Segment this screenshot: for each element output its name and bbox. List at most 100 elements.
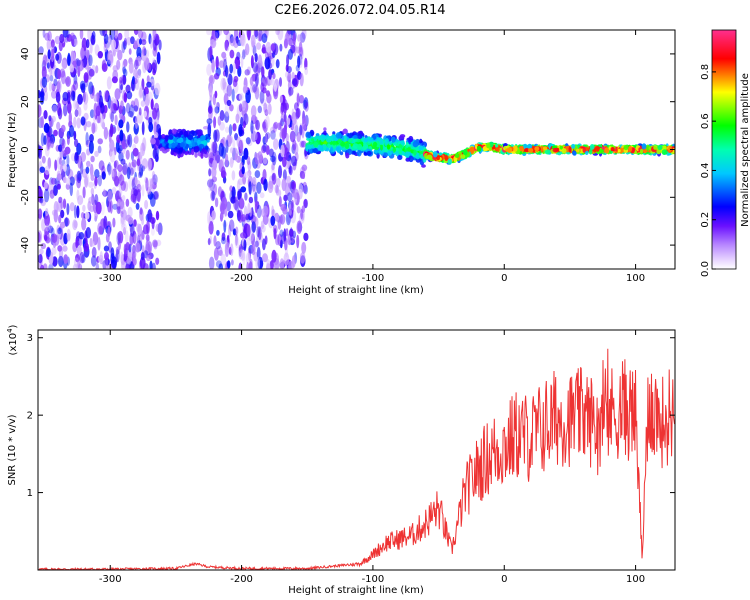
- spectrogram-cell: [43, 135, 47, 146]
- spectrogram-cell: [209, 45, 213, 59]
- spectrogram-cell: [155, 257, 160, 265]
- spectrogram-xtick-label: 0: [501, 273, 507, 284]
- spectrogram-cell: [219, 121, 225, 131]
- spectrogram-cell: [103, 90, 109, 102]
- spectrogram-cell: [62, 198, 67, 210]
- spectrogram-cell: [347, 138, 353, 143]
- spectrogram-cell: [67, 169, 74, 180]
- spectrogram-cell: [229, 34, 234, 44]
- spectrogram-cell: [153, 240, 158, 250]
- spectrogram-cell: [254, 153, 261, 165]
- spectrogram-cell: [190, 148, 195, 156]
- spectrogram-cell: [273, 228, 277, 240]
- spectrogram-cell: [278, 189, 282, 197]
- spectrogram-cell: [86, 160, 91, 167]
- spectrogram-cell: [135, 202, 140, 210]
- spectrogram-cell: [143, 110, 147, 118]
- spectrogram-cell: [231, 170, 236, 181]
- spectrogram-cell: [254, 30, 258, 39]
- spectrogram-cell: [103, 33, 109, 44]
- spectrogram-cell: [559, 145, 564, 150]
- spectrogram-cell: [221, 232, 226, 241]
- spectrogram-cell: [224, 111, 230, 123]
- spectrogram-cell: [81, 217, 87, 231]
- spectrogram-cell: [231, 259, 234, 266]
- spectrogram-cell: [264, 133, 268, 144]
- spectrogram-cell: [271, 249, 277, 263]
- spectrogram-cell: [79, 30, 84, 40]
- spectrogram-cell: [121, 223, 127, 232]
- spectrogram-cell: [274, 212, 280, 222]
- spectrogram-cell: [63, 254, 69, 265]
- spectrogram-cell: [610, 147, 615, 152]
- spectrogram-cell: [254, 196, 258, 207]
- spectrogram-cell: [66, 30, 70, 39]
- spectrogram-cell: [241, 166, 245, 175]
- spectrogram-cell: [88, 140, 94, 154]
- spectrogram-cell: [95, 105, 101, 117]
- spectrogram-cell: [155, 223, 160, 232]
- spectrogram-cell: [447, 158, 452, 165]
- spectrogram-cell: [104, 252, 109, 261]
- spectrogram-cell: [60, 142, 65, 153]
- spectrogram-cell: [153, 190, 159, 200]
- spectrogram-cell: [247, 30, 251, 41]
- spectrogram-cell: [125, 198, 130, 207]
- spectrogram-cell: [120, 100, 124, 110]
- spectrogram-cell: [141, 215, 145, 226]
- spectrogram-cell: [38, 208, 43, 219]
- spectrogram-cell: [561, 148, 567, 154]
- spectrogram-cell: [38, 254, 43, 264]
- spectrogram-cell: [251, 221, 256, 234]
- spectrogram-cell: [297, 55, 301, 68]
- spectrogram-cell: [432, 151, 438, 158]
- spectrogram-cell: [69, 125, 75, 138]
- spectrogram-cell: [250, 120, 254, 134]
- spectrogram-cell: [263, 102, 268, 113]
- spectrogram-cell: [179, 130, 183, 136]
- spectrogram-cell: [230, 196, 236, 204]
- spectrogram-xtick-label: -100: [362, 273, 385, 284]
- spectrogram-cell: [279, 258, 285, 269]
- spectrogram-cell: [211, 141, 216, 154]
- spectrogram-cell: [412, 140, 419, 148]
- spectrogram-cell: [284, 119, 288, 131]
- spectrogram-cell: [66, 134, 70, 146]
- spectrogram-cell: [49, 75, 54, 82]
- spectrogram-cell: [39, 91, 45, 105]
- spectrogram-cell: [116, 206, 121, 215]
- spectrogram-cell: [214, 102, 218, 116]
- spectrogram-cell: [378, 149, 383, 154]
- spectrogram-cell: [71, 38, 75, 46]
- spectrogram-cell: [114, 88, 121, 100]
- spectrogram-cell: [249, 208, 253, 217]
- spectrogram-cell: [62, 91, 69, 102]
- spectrogram-cell: [148, 33, 152, 45]
- spectrogram-cell: [41, 155, 46, 164]
- spectrogram-cell: [88, 181, 94, 188]
- spectrogram-cell: [127, 110, 134, 118]
- spectrogram-cell: [218, 142, 224, 157]
- colorbar-tick-label: 0.2: [700, 212, 711, 228]
- spectrogram-cell: [224, 241, 230, 251]
- spectrogram-cell: [98, 160, 105, 171]
- spectrogram-cell: [256, 42, 262, 50]
- spectrogram-cell: [288, 165, 293, 176]
- spectrogram-cell: [269, 260, 274, 269]
- spectrogram-cell: [213, 73, 220, 80]
- spectrogram-cell: [211, 190, 215, 201]
- colorbar-gradient: [711, 29, 737, 270]
- spectrogram-cell: [97, 138, 103, 145]
- spectrogram-cell: [72, 219, 78, 231]
- spectrogram-cell: [211, 59, 215, 73]
- spectrogram-cell: [97, 145, 102, 154]
- spectrogram-cell: [152, 38, 157, 51]
- spectrogram-cell: [80, 212, 85, 219]
- spectrogram-cell: [283, 147, 290, 160]
- spectrogram-cell: [40, 132, 45, 147]
- spectrogram-cell: [179, 142, 185, 148]
- colorbar-tick-label: 0.8: [700, 64, 711, 80]
- spectrogram-cell: [133, 78, 138, 85]
- spectrogram-cell: [235, 36, 239, 44]
